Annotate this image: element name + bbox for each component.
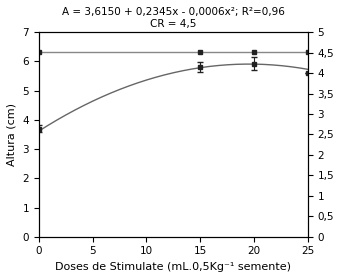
Title: A = 3,6150 + 0,2345x - 0,0006x²; R²=0,96
CR = 4,5: A = 3,6150 + 0,2345x - 0,0006x²; R²=0,96…	[62, 7, 285, 28]
X-axis label: Doses de Stimulate (mL.0,5Kg⁻¹ semente): Doses de Stimulate (mL.0,5Kg⁻¹ semente)	[55, 262, 291, 272]
Y-axis label: Altura (cm): Altura (cm)	[7, 103, 17, 166]
